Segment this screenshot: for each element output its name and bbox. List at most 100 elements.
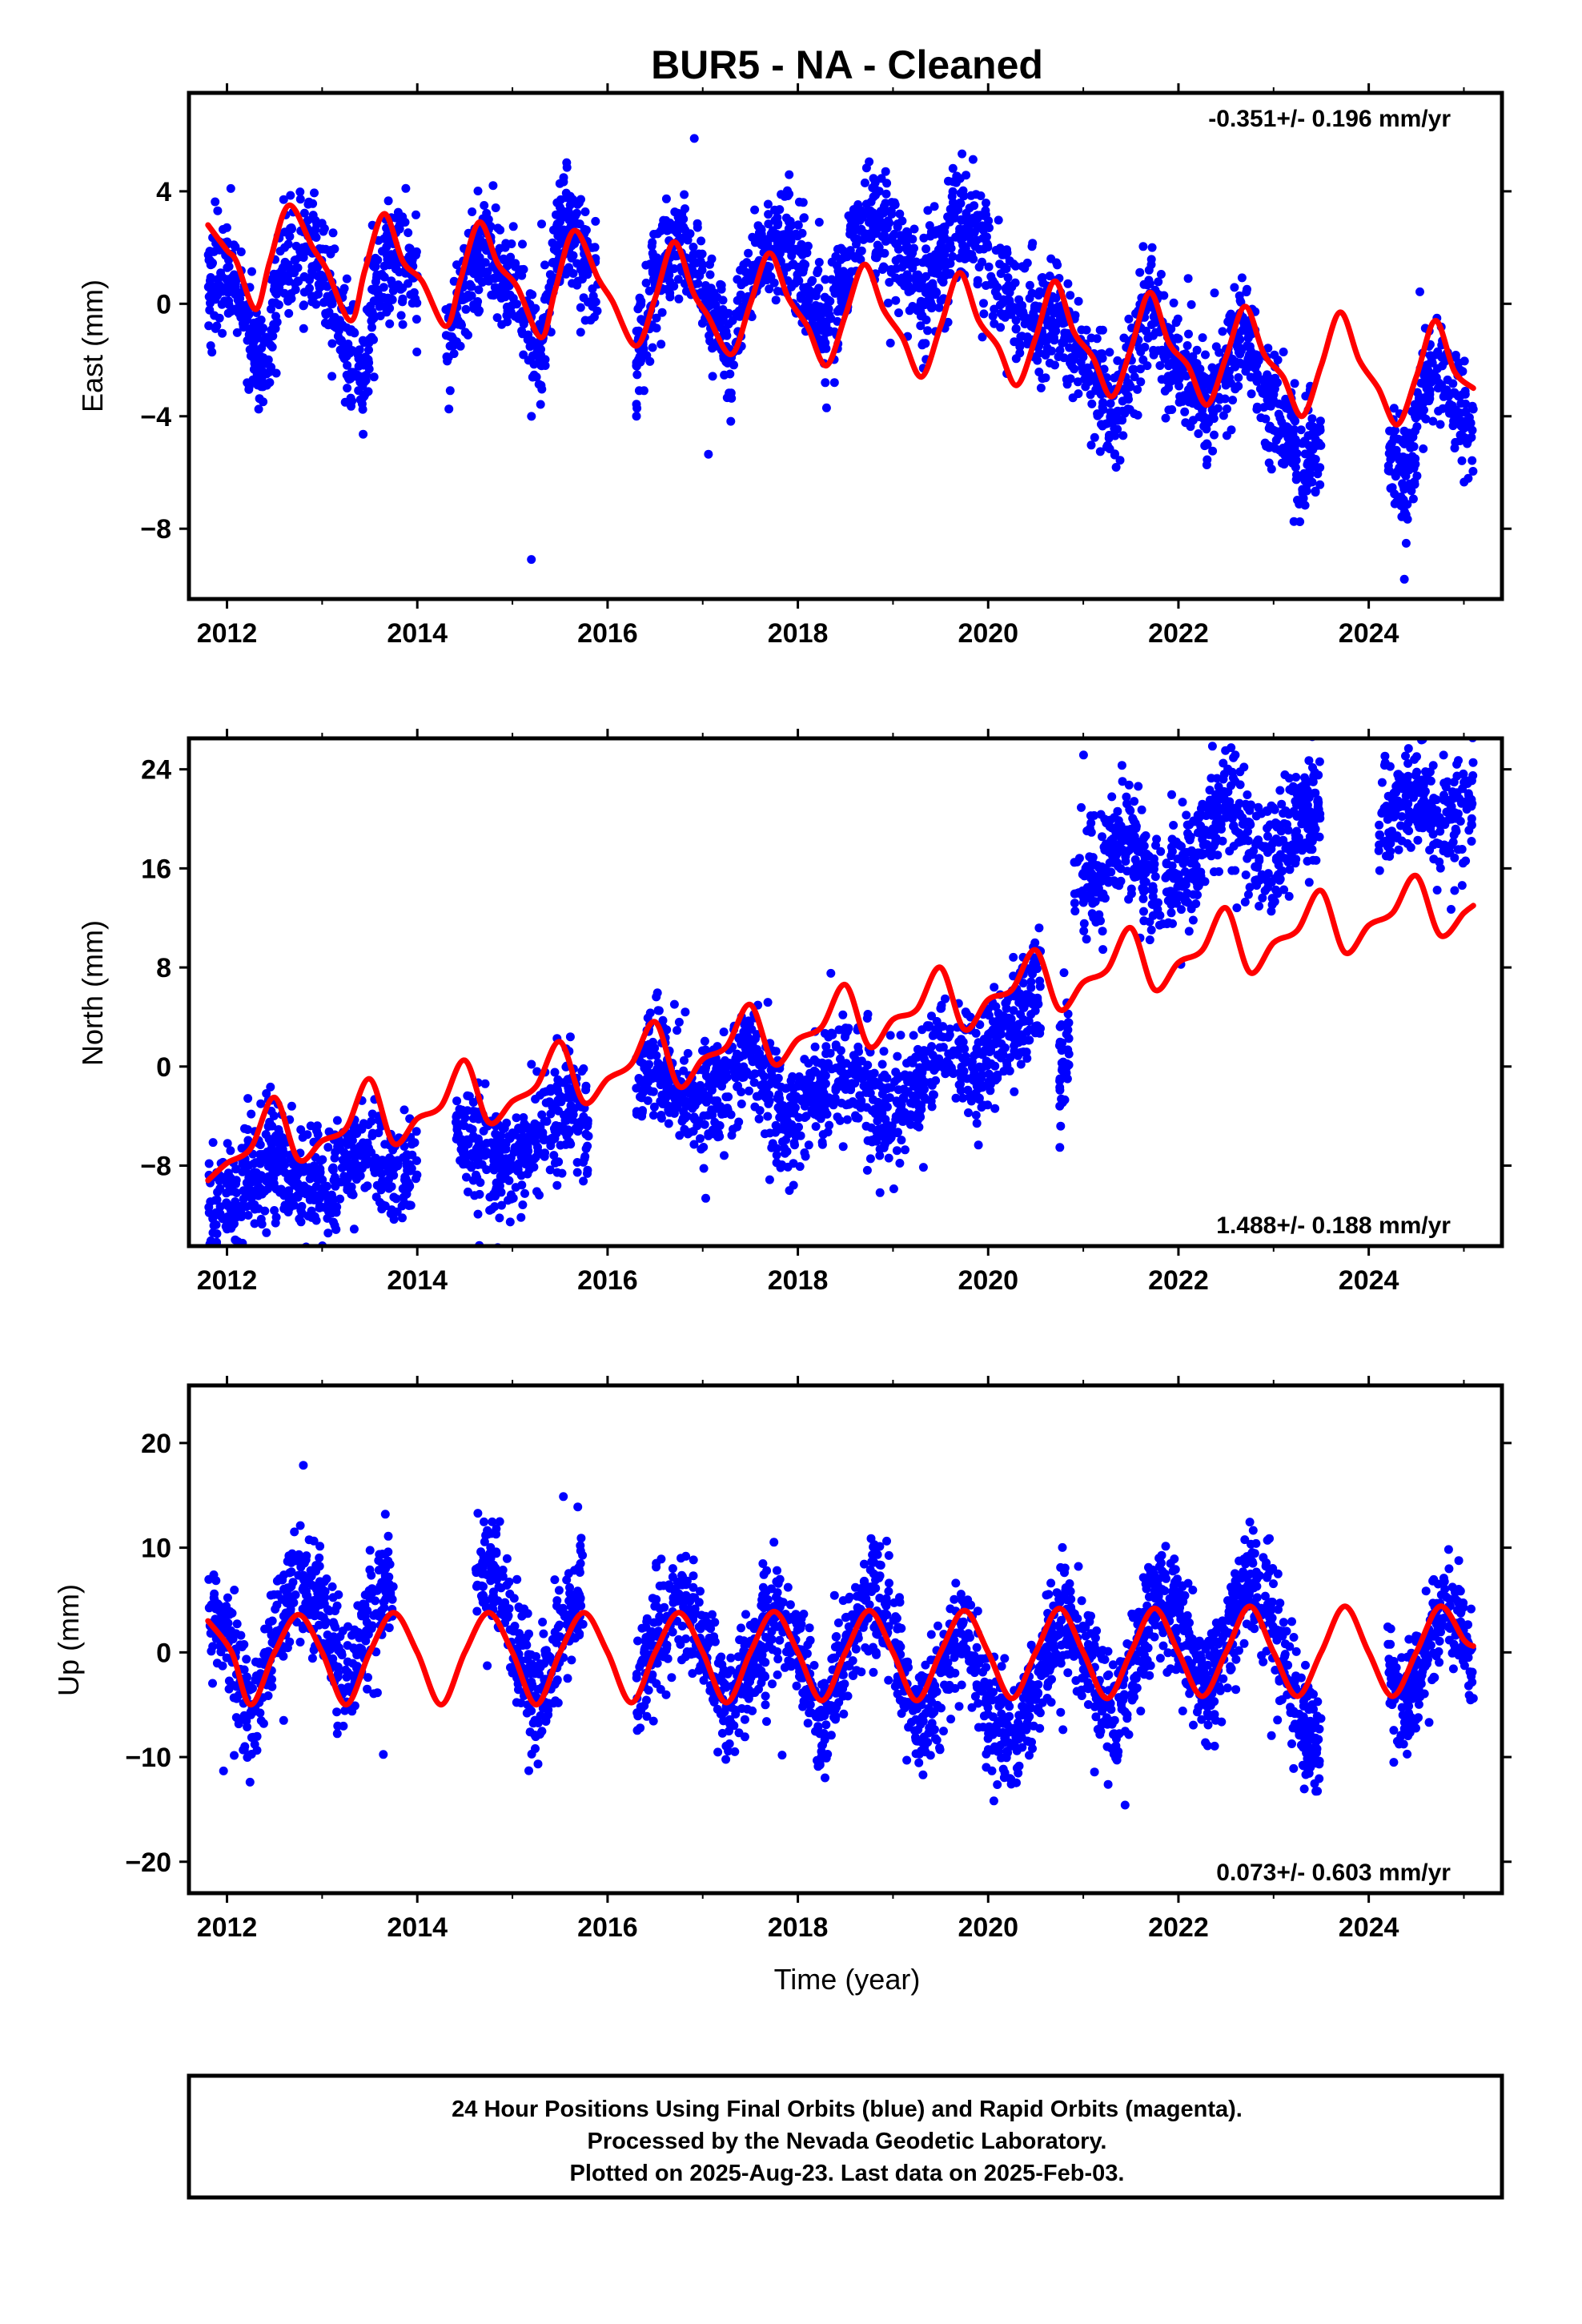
east-point-2786 bbox=[802, 248, 812, 258]
east-point-2808 bbox=[1283, 401, 1292, 411]
east-point-2494 bbox=[1269, 425, 1279, 435]
east-point-680 bbox=[591, 216, 600, 226]
east-point-771 bbox=[527, 412, 536, 421]
north-point-1653 bbox=[701, 1045, 710, 1055]
north-point-904 bbox=[513, 1166, 523, 1176]
north-point-1716 bbox=[789, 1084, 798, 1094]
east-point-2199 bbox=[1022, 258, 1032, 267]
east-point-1774 bbox=[821, 275, 830, 284]
north-point-1387 bbox=[932, 1016, 942, 1026]
east-point-915 bbox=[529, 370, 539, 380]
east-point-2850 bbox=[1246, 372, 1255, 382]
east-point-2845 bbox=[1097, 349, 1106, 359]
east-point-2435 bbox=[1164, 383, 1174, 392]
east-point-975 bbox=[546, 277, 556, 287]
north-point-538 bbox=[293, 1192, 303, 1202]
east-y-tick-label--4: −4 bbox=[140, 402, 171, 432]
east-x-tick-label-2024: 2024 bbox=[1339, 618, 1399, 649]
east-point-2092 bbox=[905, 306, 914, 316]
east-point-138 bbox=[204, 321, 214, 331]
north-point-464 bbox=[239, 1202, 249, 1212]
north-point-891 bbox=[523, 1149, 532, 1159]
east-point-513 bbox=[298, 246, 307, 255]
north-point-1751 bbox=[930, 1090, 938, 1100]
north-point-1728 bbox=[925, 1021, 934, 1031]
east-point-2293 bbox=[893, 223, 902, 231]
north-point-207 bbox=[384, 1184, 394, 1193]
east-point-2208 bbox=[1110, 449, 1119, 459]
east-point-23 bbox=[328, 228, 338, 238]
north-point-599 bbox=[480, 1079, 490, 1088]
north-point-1494 bbox=[873, 1111, 882, 1120]
east-point-1882 bbox=[882, 223, 892, 233]
east-point-3033 bbox=[1445, 408, 1454, 418]
east-point-2278 bbox=[704, 449, 713, 459]
east-point-2064 bbox=[656, 340, 666, 349]
north-point-867 bbox=[473, 1209, 483, 1219]
east-point-2200 bbox=[1142, 280, 1152, 290]
east-point-2344 bbox=[669, 264, 679, 273]
north-point-897 bbox=[552, 1128, 561, 1138]
east-point-2807 bbox=[1243, 354, 1253, 364]
north-point-490 bbox=[402, 1189, 412, 1199]
east-point-952 bbox=[490, 283, 500, 292]
east-point-2657 bbox=[1005, 304, 1014, 313]
north-point-1804 bbox=[1031, 959, 1041, 968]
north-point-1431 bbox=[721, 1092, 731, 1102]
east-point-563 bbox=[385, 251, 395, 260]
north-point-413 bbox=[274, 1125, 283, 1134]
east-point-2236 bbox=[958, 240, 968, 250]
east-point-71 bbox=[226, 183, 235, 193]
east-point-2062 bbox=[798, 198, 808, 207]
east-point-2375 bbox=[1290, 379, 1299, 388]
east-point-1857 bbox=[1194, 429, 1203, 438]
east-point-2169 bbox=[830, 288, 840, 298]
north-point-328 bbox=[323, 1143, 333, 1152]
north-point-1747 bbox=[897, 1100, 906, 1109]
east-point-2195 bbox=[635, 301, 644, 311]
east-point-2573 bbox=[1066, 291, 1075, 300]
east-point-595 bbox=[444, 404, 454, 414]
east-point-1442 bbox=[895, 209, 905, 219]
east-point-1002 bbox=[1180, 407, 1190, 416]
east-point-1478 bbox=[988, 312, 998, 321]
north-point-1185 bbox=[909, 1031, 918, 1040]
north-point-1554 bbox=[892, 1146, 901, 1156]
east-point-931 bbox=[581, 225, 591, 235]
east-y-tick-label--8: −8 bbox=[140, 514, 171, 545]
east-point-532 bbox=[371, 255, 381, 265]
north-point-1550 bbox=[837, 1098, 846, 1108]
north-point-1394 bbox=[648, 1111, 658, 1120]
east-point-2916 bbox=[1408, 494, 1418, 504]
east-point-706 bbox=[497, 320, 507, 329]
east-point-2335 bbox=[834, 304, 844, 314]
east-point-951 bbox=[449, 349, 459, 359]
east-point-2655 bbox=[1062, 328, 1072, 338]
east-point-2012 bbox=[726, 388, 736, 398]
north-point-376 bbox=[204, 1203, 214, 1212]
north-point-839 bbox=[579, 1157, 588, 1167]
north-point-866 bbox=[452, 1125, 462, 1134]
east-point-512 bbox=[343, 340, 353, 348]
north-point-1539 bbox=[875, 1151, 885, 1160]
north-point-750 bbox=[583, 1168, 592, 1178]
east-point-856 bbox=[588, 292, 598, 301]
east-point-2664 bbox=[945, 236, 954, 246]
east-point-426 bbox=[299, 301, 308, 311]
north-point-1704 bbox=[909, 1072, 918, 1082]
east-x-tick-label-2020: 2020 bbox=[958, 618, 1018, 649]
north-point-1362 bbox=[865, 1154, 875, 1164]
east-point-2612 bbox=[825, 310, 834, 320]
east-point-186 bbox=[284, 308, 294, 318]
north-point-723 bbox=[468, 1124, 477, 1134]
north-point-1675 bbox=[967, 1057, 977, 1067]
east-point-475 bbox=[385, 319, 395, 328]
east-point-1803 bbox=[1281, 394, 1291, 404]
north-point-917 bbox=[468, 1132, 478, 1141]
north-point-1782 bbox=[902, 1059, 911, 1068]
north-point-28 bbox=[412, 1127, 421, 1136]
north-point-1295 bbox=[997, 1039, 1006, 1048]
north-point-437 bbox=[336, 1177, 346, 1187]
east-point-3036 bbox=[1411, 460, 1420, 469]
east-point-444 bbox=[303, 215, 312, 225]
